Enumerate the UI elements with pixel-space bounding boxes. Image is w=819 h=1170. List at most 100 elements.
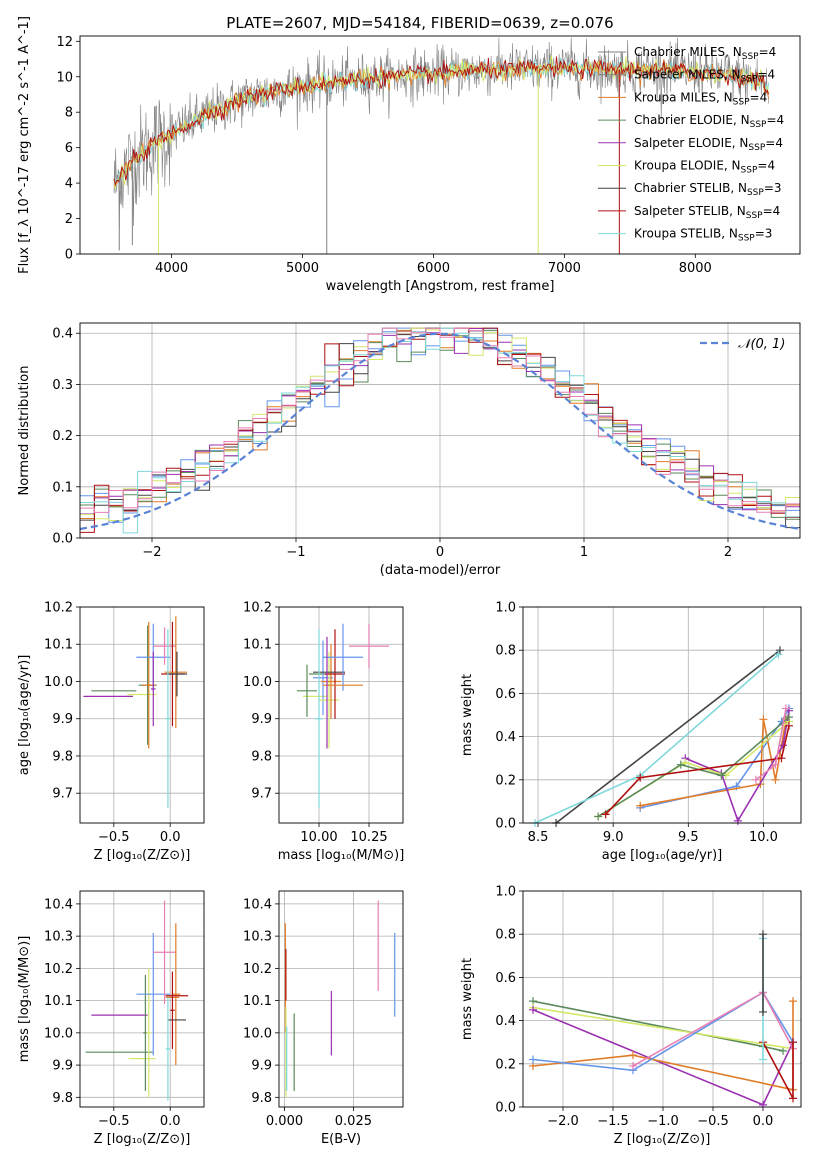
x-tick-label: 7000 — [548, 261, 581, 276]
y-tick-label: 9.7 — [251, 787, 272, 802]
data-point — [779, 1046, 787, 1055]
axes-frame — [278, 890, 404, 1108]
data-point — [601, 810, 610, 819]
data-point — [676, 760, 685, 769]
x-tick-label: 2 — [724, 545, 732, 560]
data-point — [594, 812, 603, 821]
x-axis-label: Z [log₁₀(Z/Z⊙)] — [94, 848, 191, 863]
y-tick-label: 0.2 — [495, 1057, 516, 1072]
y-tick-label: 0.6 — [495, 971, 516, 986]
y-tick-label: 12 — [56, 35, 73, 50]
x-tick-label: 8.5 — [528, 830, 549, 845]
series-path — [532, 991, 794, 1072]
y-axis-label: mass [log₁₀(M/M⊙)] — [17, 936, 32, 1063]
data-point — [759, 930, 767, 939]
y-tick-label: 10.0 — [44, 675, 73, 690]
data-point — [717, 771, 726, 780]
x-tick-label: −1 — [286, 545, 305, 560]
y-tick-label: 1.0 — [495, 601, 516, 616]
y-tick-label: 10.0 — [44, 1026, 73, 1041]
x-axis-label: age [log₁₀(age/yr)] — [602, 848, 723, 863]
data-point — [759, 715, 768, 724]
axes-massweight-vs-age: 8.5 9.0 9.5 10.0 0.0 0.2 0.4 0.6 0.8 1.0 — [495, 601, 802, 845]
legend-entry: Kroupa MILES, NSSP=4 — [634, 90, 767, 107]
y-tick-label: 2 — [65, 212, 73, 227]
errorbar-point — [319, 651, 339, 749]
series-line — [759, 930, 767, 1016]
axes-frame — [79, 322, 801, 539]
x-tick-label: −0.5 — [98, 1114, 130, 1129]
data-point — [759, 1007, 767, 1016]
y-tick-label: 1.0 — [495, 885, 516, 900]
x-tick-label: 0.000 — [266, 1114, 303, 1129]
data-point — [629, 1061, 637, 1070]
series-path — [555, 649, 781, 824]
data-point — [774, 650, 783, 659]
axes-age-vs-Z: −0.5 0.0 9.7 9.8 9.9 10.0 10.1 10.2 — [44, 601, 205, 845]
y-tick-label: 10.2 — [44, 601, 73, 616]
spectrum-model-line — [113, 55, 770, 190]
data-point — [636, 801, 645, 810]
y-tick-label: 0 — [65, 248, 73, 263]
data-point — [771, 760, 780, 769]
errorbar-point — [321, 644, 341, 719]
series-line — [529, 997, 787, 1055]
y-tick-label: 9.9 — [251, 1059, 272, 1074]
y-tick-label: 0.8 — [495, 928, 516, 943]
errorbar-point — [151, 651, 156, 727]
y-tick-label: 0.2 — [495, 773, 516, 788]
x-tick-label: −1.5 — [597, 1114, 629, 1129]
y-tick-label: 0.6 — [495, 687, 516, 702]
y-tick-label: 0.4 — [495, 1014, 516, 1029]
data-point — [789, 1094, 797, 1103]
x-tick-label: −0.5 — [697, 1114, 729, 1129]
data-point — [759, 1055, 767, 1064]
y-tick-label: 10.3 — [44, 930, 73, 945]
x-tick-label: 9.5 — [678, 830, 699, 845]
y-axis-label: Normed distribution — [17, 366, 32, 496]
x-tick-label: 10.0 — [749, 830, 778, 845]
x-tick-label: 8000 — [679, 261, 712, 276]
errorbar-point — [153, 900, 176, 1004]
y-tick-label: 9.8 — [52, 1091, 73, 1106]
y-tick-label: 0.3 — [52, 378, 73, 393]
x-axis-label: wavelength [Angstrom, rest frame] — [326, 279, 555, 294]
legend-entry: 𝒩(0, 1) — [738, 337, 785, 352]
axes-frame — [79, 890, 205, 1108]
x-axis-label: Z [log₁₀(Z/Z⊙)] — [614, 1132, 711, 1147]
y-tick-label: 9.8 — [251, 1091, 272, 1106]
y-tick-label: 4 — [65, 177, 73, 192]
axes-mass-vs-Z: −0.5 0.0 9.8 9.9 10.0 10.1 10.2 10.3 10.4 — [44, 890, 205, 1129]
y-tick-label: 9.7 — [52, 787, 73, 802]
x-tick-label: −2 — [142, 545, 161, 560]
x-tick-label: 0.025 — [335, 1114, 372, 1129]
data-point — [771, 775, 780, 784]
series-line — [601, 721, 793, 819]
series-path — [640, 719, 787, 807]
chart-title: PLATE=2607, MJD=54184, FIBERID=0639, z=0… — [226, 14, 613, 32]
x-axis-label: E(B-V) — [321, 1132, 361, 1147]
series-path — [597, 716, 790, 818]
axes-spectrum: 4000 5000 6000 7000 8000 0 2 4 6 8 10 12 — [56, 35, 801, 276]
x-tick-label: −0.5 — [98, 830, 130, 845]
axes-massweight-vs-Z: −2.0 −1.5 −1.0 −0.5 0.0 0.0 0.2 0.4 0.6 0.8 1.0 — [495, 885, 802, 1129]
residuals-legend: 𝒩(0, 1) — [700, 337, 785, 352]
x-tick-label: 0.0 — [753, 1114, 774, 1129]
legend-entry: Salpeter MILES, NSSP=4 — [634, 68, 775, 85]
errorbar-point — [166, 651, 188, 697]
y-tick-label: 10.1 — [44, 994, 73, 1009]
series-line — [594, 713, 793, 821]
x-tick-label: 1 — [580, 545, 588, 560]
data-point — [789, 997, 797, 1006]
spectrum-legend: Chabrier MILES, NSSP=4 Salpeter MILES, NS… — [598, 45, 784, 244]
axes-frame — [79, 35, 801, 255]
y-axis-label: mass weight — [460, 674, 475, 756]
spectrum-model-line — [113, 56, 770, 187]
errorbar-point — [165, 997, 171, 1101]
errorbar-point — [315, 629, 323, 809]
legend-entry: Kroupa ELODIE, NSSP=4 — [634, 159, 775, 176]
histogram-series — [80, 327, 800, 534]
data-point — [789, 1038, 797, 1047]
x-tick-label: −2.0 — [547, 1114, 579, 1129]
data-point — [529, 1055, 537, 1064]
